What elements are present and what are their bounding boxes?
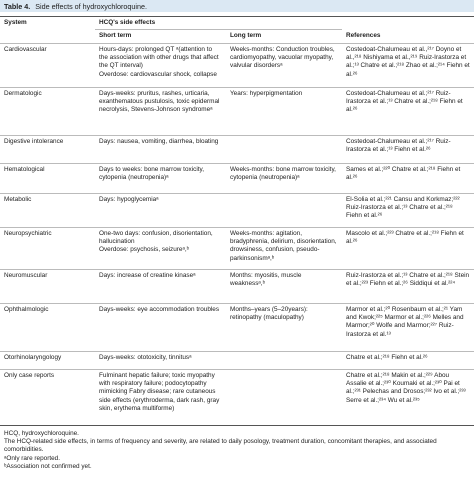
table-caption: Side effects of hydroxychloroquine. <box>35 2 147 11</box>
cell: Chatre et al.;²¹⁸ Makin et al.;²²⁹ Abou … <box>342 368 474 426</box>
system-cell: Ophthalmologic <box>0 302 95 352</box>
cell: Days-weeks: pruritus, rashes, urticaria,… <box>95 86 226 136</box>
cell: Ruiz-Irastorza et al.;¹³ Chatre et al.;²… <box>342 268 474 304</box>
cell <box>226 192 342 228</box>
footnote: HCQ, hydroxychloroquine. <box>4 429 79 437</box>
table-row: Metabolic Days: hypoglycemiaᵃ El-Solia et … <box>0 192 474 228</box>
cell <box>226 350 342 370</box>
cell: Days: nausea, vomiting, diarrhea, bloati… <box>95 134 226 164</box>
table-row: Otorhinolaryngology Days-weeks: ototoxici… <box>0 350 474 370</box>
cell: One-two days: confusion, disorientation,… <box>95 226 226 270</box>
cell: Days to weeks: bone marrow toxicity, cyt… <box>95 162 226 194</box>
cell: Sames et al.;²²⁰ Chatre et al.;²¹⁸ Fiehn… <box>342 162 474 194</box>
system-cell: Only case reports <box>0 368 95 426</box>
system-cell: Digestive intolerance <box>0 134 95 164</box>
header-cell: System <box>0 16 95 44</box>
footnotes: HCQ, hydroxychloroquine. The HCQ-related … <box>0 426 474 472</box>
table-row: Only case reports Fulminant hepatic failu… <box>0 368 474 426</box>
table-label: Table 4. <box>4 2 31 11</box>
header-cell: References <box>342 16 474 44</box>
cell <box>226 134 342 164</box>
header-cell: Short term <box>95 29 226 44</box>
cell: Costedoat-Chalumeau et al.;²¹⁷ Ruiz-Iras… <box>342 134 474 164</box>
system-cell: Hematological <box>0 162 95 194</box>
table-title: Table 4. Side effects of hydroxychloroqui… <box>0 0 474 12</box>
cell: El-Solia et al.;²²¹ Cansu and Korkmaz;²²… <box>342 192 474 228</box>
cell: Costedoat-Chalumeau et al.;²¹⁷ Ruiz-Iras… <box>342 86 474 136</box>
cell: Days: hypoglycemiaᵃ <box>95 192 226 228</box>
cell: Weeks-months: bone marrow toxicity, cyto… <box>226 162 342 194</box>
cell: Days-weeks: ototoxicity, tinnitusᵃ <box>95 350 226 370</box>
table-row: Digestive intolerance Days: nausea, vomit… <box>0 134 474 164</box>
table-row: Neuropsychiatric One-two days: confusion,… <box>0 226 474 270</box>
cell: Years: hyperpigmentation <box>226 86 342 136</box>
cell: Chatre et al.;²¹⁸ Fiehn et al.²⁶ <box>342 350 474 370</box>
cell: Marmor et al.;²⁰ Rosenbaum et al.;²¹ Yam… <box>342 302 474 352</box>
cell: Weeks-months: agitation, bradyphrenia, d… <box>226 226 342 270</box>
side-effects-table: System HCQ's side effects References Short… <box>0 15 474 426</box>
cell: Days: increase of creatine kinaseᵃ <box>95 268 226 304</box>
cell <box>226 368 342 426</box>
cell: Mascolo et al.;²²³ Chatre et al.;²¹⁸ Fie… <box>342 226 474 270</box>
system-cell: Otorhinolaryngology <box>0 350 95 370</box>
cell: Costedoat-Chalumeau et al.,²¹⁷ Doyno et … <box>342 42 474 88</box>
cell: Days-weeks: eye accommodation troubles <box>95 302 226 352</box>
footnote: ᵇAssociation not confirmed yet. <box>4 462 92 470</box>
cell: Weeks-months: Conduction troubles, cardi… <box>226 42 342 88</box>
system-cell: Neuromuscular <box>0 268 95 304</box>
footnote: The HCQ-related side effects, in terms o… <box>4 437 437 454</box>
system-cell: Cardiovascular <box>0 42 95 88</box>
system-cell: Neuropsychiatric <box>0 226 95 270</box>
cell: Hours-days: prolonged QT ᵃ(attention to … <box>95 42 226 88</box>
table-row: Cardiovascular Hours-days: prolonged QT ᵃ… <box>0 42 474 88</box>
system-cell: Metabolic <box>0 192 95 228</box>
table-row: Hematological Days to weeks: bone marrow … <box>0 162 474 194</box>
table-body: Cardiovascular Hours-days: prolonged QT ᵃ… <box>0 42 474 426</box>
cell: Months–years (5–20years): retinopathy (m… <box>226 302 342 352</box>
cell: Fulminant hepatic failure; toxic myopath… <box>95 368 226 426</box>
header-cell: Long term <box>226 29 342 44</box>
cell: Months: myositis, muscle weaknessᵃ,ᵇ <box>226 268 342 304</box>
system-cell: Dermatologic <box>0 86 95 136</box>
footnote: ᵃOnly rare reported. <box>4 454 61 462</box>
table-row: Neuromuscular Days: increase of creatine … <box>0 268 474 304</box>
table-row: Dermatologic Days-weeks: pruritus, rashes… <box>0 86 474 136</box>
table-row: Ophthalmologic Days-weeks: eye accommodat… <box>0 302 474 352</box>
header-cell: HCQ's side effects <box>95 15 342 30</box>
